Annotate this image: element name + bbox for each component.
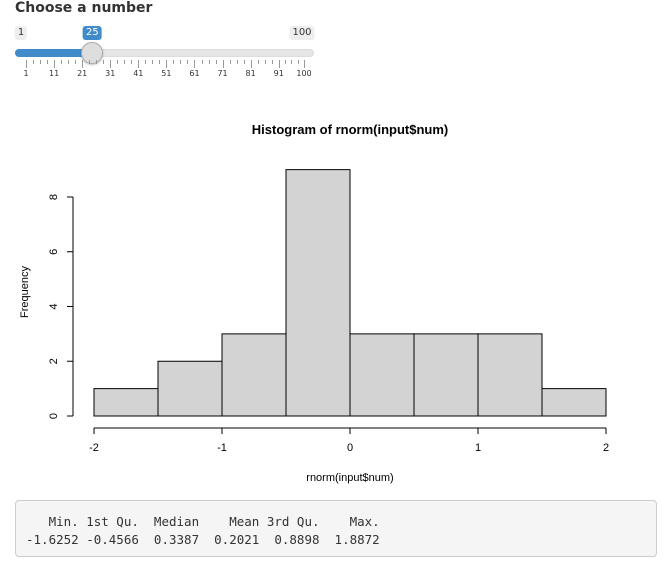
slider-minor-tick [89, 60, 91, 64]
slider-tick-label: 81 [245, 69, 256, 78]
slider-minor-tick [271, 60, 273, 64]
slider-minor-tick [173, 60, 175, 64]
summary-header: Min. 1st Qu. Median Mean 3rd Qu. Max. [26, 514, 388, 529]
summary-values: -1.6252 -0.4566 0.3387 0.2021 0.8898 1.8… [26, 532, 388, 547]
slider-minor-tick [297, 60, 299, 64]
slider-major-tick [26, 60, 27, 68]
slider-minor-tick [33, 60, 35, 64]
slider-major-tick [304, 60, 305, 68]
x-tick-label: -2 [89, 442, 99, 454]
slider-tick-label: 41 [133, 69, 144, 78]
histogram-bar [93, 388, 159, 417]
slider-minor-tick [257, 60, 259, 64]
slider-major-tick [222, 60, 224, 68]
slider-minor-tick [236, 60, 238, 64]
histogram-bar [221, 333, 287, 417]
slider-fill [15, 49, 93, 57]
slider-minor-tick [208, 60, 210, 64]
slider-minor-tick [201, 60, 203, 64]
slider-minor-tick [75, 60, 77, 64]
slider-minor-tick [291, 60, 293, 64]
slider-tick-label: 91 [273, 69, 284, 78]
y-tick-label: 4 [48, 303, 60, 309]
slider-minor-tick [40, 60, 42, 64]
x-axis-label: rnorm(input$num) [306, 472, 393, 484]
slider-minor-tick [243, 60, 245, 64]
slider-minor-tick [117, 60, 119, 64]
slider-minor-tick [187, 60, 189, 64]
slider-minor-tick [215, 60, 217, 64]
histogram-bar [413, 333, 479, 417]
slider-minor-tick [152, 60, 154, 64]
slider-handle[interactable] [81, 42, 104, 64]
slider-minor-tick [180, 60, 182, 64]
slider-minor-tick [145, 60, 147, 64]
slider-tick-label: 31 [105, 69, 116, 78]
slider-label: Choose a number [15, 0, 153, 16]
slider-tick-label: 51 [161, 69, 172, 78]
slider-minor-tick [229, 60, 231, 64]
slider-major-tick [250, 60, 252, 68]
slider-minor-tick [68, 60, 70, 64]
histogram-bar [157, 360, 223, 417]
slider-minor-tick [61, 60, 63, 64]
slider-major-tick [166, 60, 168, 68]
axes-group: -2 -1 0 1 2 0 2 4 6 8 [48, 194, 609, 454]
slider-minor-tick [103, 60, 105, 64]
slider-value-label: 25 [83, 26, 102, 40]
slider-minor-tick [285, 60, 287, 64]
slider-minor-tick [96, 60, 98, 64]
bars-group [93, 169, 607, 417]
number-slider[interactable]: 1 100 25 1 11 21 31 41 51 61 71 81 91 100 [0, 0, 672, 90]
histogram-chart: Histogram of rnorm(input$num) rnorm(inpu… [19, 122, 609, 484]
slider-max-label: 100 [289, 26, 315, 40]
slider-tick-label: 11 [48, 69, 60, 78]
slider-ticks: 1 11 21 31 41 51 61 71 81 91 100 [0, 60, 672, 84]
slider-major-tick [138, 60, 140, 68]
histogram-bar [285, 169, 351, 417]
slider-minor-tick [159, 60, 161, 64]
slider-major-tick [82, 60, 84, 68]
slider-major-tick [54, 60, 56, 68]
slider-minor-tick [47, 60, 49, 64]
histogram-bar [349, 333, 415, 417]
slider-min-label: 1 [14, 26, 28, 40]
slider-major-tick [194, 60, 196, 68]
slider-tick-label: 71 [217, 69, 228, 78]
slider-tick-label: 61 [189, 69, 200, 78]
slider-major-tick [110, 60, 112, 68]
slider-minor-tick [124, 60, 126, 64]
y-tick-label: 8 [48, 194, 60, 200]
y-tick-label: 2 [48, 358, 60, 364]
y-tick-label: 6 [48, 249, 60, 255]
slider-minor-tick [131, 60, 133, 64]
histogram-bar [477, 333, 543, 417]
x-tick-label: 1 [475, 442, 481, 454]
y-tick-label: 0 [48, 413, 60, 419]
x-tick-label: 0 [347, 442, 353, 454]
histogram-bar [541, 388, 607, 417]
slider-tick-label: 1 [23, 69, 29, 78]
summary-output: Min. 1st Qu. Median Mean 3rd Qu. Max. -1… [15, 500, 657, 557]
slider-major-tick [278, 60, 280, 68]
slider-tick-label: 100 [296, 69, 312, 78]
slider-tick-label: 21 [77, 69, 88, 78]
slider-minor-tick [264, 60, 266, 64]
chart-title: Histogram of rnorm(input$num) [252, 122, 448, 137]
x-tick-label: -1 [217, 442, 227, 454]
x-tick-label: 2 [603, 442, 609, 454]
y-axis-label: Frequency [19, 266, 31, 318]
